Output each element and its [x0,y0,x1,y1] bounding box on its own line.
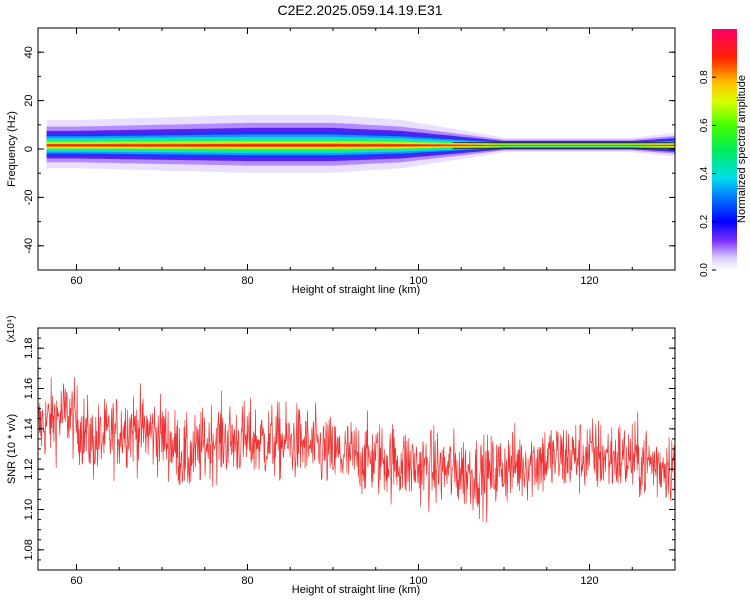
y-tick-label: 1.08 [23,539,35,560]
colorbar-tick-label: 0.8 [699,70,710,84]
y-tick-label: -20 [23,189,35,205]
x-tick-label: 80 [241,575,253,587]
snr-panel: 60 80 100 120 1.08 1.10 1.12 1.14 1.16 1.18 Heig… [6,315,676,596]
x-tick-label: 60 [70,275,82,287]
bottom-x-axis-ticks: 60 80 100 120 [70,328,676,587]
colorbar-tick-label: 0.2 [699,214,710,228]
colorbar-label: Normalized spectral amplitude [736,75,748,223]
bottom-y-axis-label: SNR (10 * v/v) [6,414,18,484]
spectrogram-panel: 60 80 100 120 40 20 0 -20 -40 Height of straigh… [6,27,676,296]
colorbar-ticks: 0.0 0.2 0.4 0.6 0.8 [699,70,716,277]
top-y-axis-label: Frequency (Hz) [6,111,18,187]
y-multiplier-label: (x10⁴) [6,315,17,342]
y-tick-label: 1.18 [23,337,35,358]
spectrogram-band [46,114,676,173]
colorbar-tick-label: 0.0 [699,263,710,277]
spectrogram-contour [46,144,676,147]
x-tick-label: 80 [241,275,253,287]
y-tick-label: 1.10 [23,499,35,520]
snr-line [37,377,676,523]
colorbar-tick-label: 0.6 [699,118,710,132]
bottom-x-axis-label: Height of straight line (km) [292,584,420,596]
y-tick-label: 0 [23,146,35,152]
x-tick-label: 60 [70,575,82,587]
bottom-y-axis-ticks: 1.08 1.10 1.12 1.14 1.16 1.18 [23,327,675,571]
colorbar: 0.0 0.2 0.4 0.6 0.8 Normalized spectral ampl… [699,29,748,277]
top-x-axis-label: Height of straight line (km) [292,284,420,296]
x-tick-label: 100 [409,575,427,587]
y-tick-label: 40 [23,46,35,58]
y-tick-label: 1.16 [23,378,35,399]
x-tick-label: 120 [580,275,598,287]
colorbar-gradient [712,29,737,270]
y-tick-label: 1.12 [23,458,35,479]
top-y-axis-ticks: 40 20 0 -20 -40 [23,27,675,271]
x-tick-label: 120 [580,575,598,587]
y-tick-label: 1.14 [23,418,35,439]
chart-title: C2E2.2025.059.14.19.E31 [277,2,442,18]
y-tick-label: -40 [23,238,35,254]
colorbar-tick-label: 0.4 [699,166,710,180]
x-tick-label: 100 [409,275,427,287]
y-tick-label: 20 [23,94,35,106]
snr-series-line [37,377,676,523]
